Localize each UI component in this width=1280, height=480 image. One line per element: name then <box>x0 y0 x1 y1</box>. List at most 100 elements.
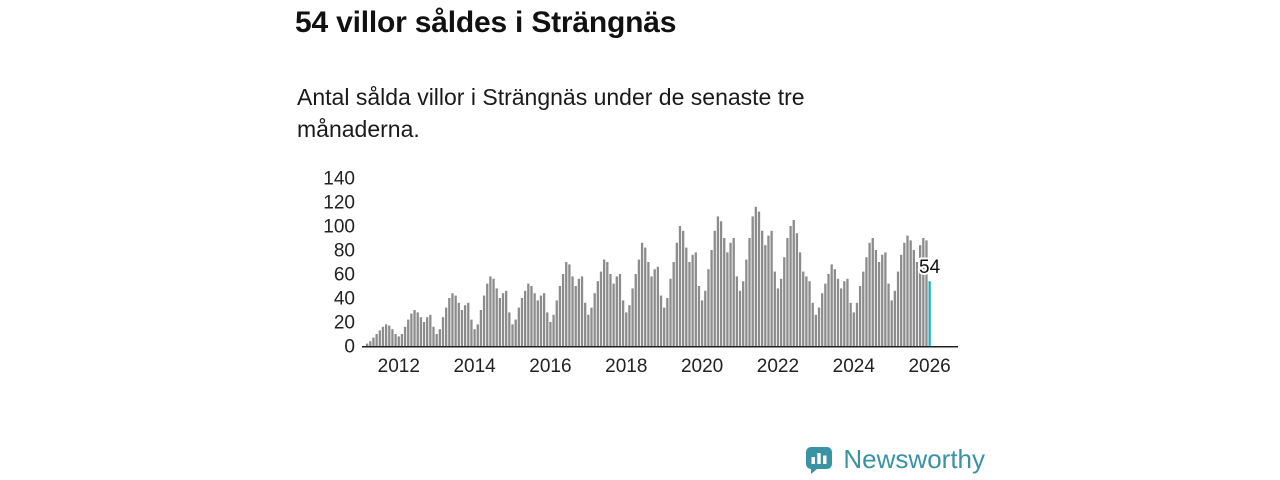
bar <box>520 298 524 346</box>
logo-bar-1 <box>811 456 816 464</box>
bar <box>909 240 912 346</box>
bar <box>798 252 802 346</box>
bar <box>656 266 660 346</box>
bar <box>482 295 486 346</box>
bar <box>840 288 843 346</box>
bar <box>865 257 868 346</box>
bar <box>524 290 527 346</box>
bar <box>621 300 625 346</box>
bar <box>552 314 555 346</box>
bar <box>463 305 467 346</box>
bar <box>748 238 751 346</box>
bar-chart: 0 20 40 60 80 100 120 140 2012 2014 2016 2018 2020 20… <box>300 164 980 394</box>
bar <box>669 278 672 346</box>
bar <box>388 325 391 346</box>
bar <box>786 238 789 346</box>
bar <box>843 281 846 346</box>
bar <box>590 307 593 346</box>
bar <box>811 302 814 346</box>
bar <box>501 293 505 346</box>
bar <box>773 271 776 346</box>
bar <box>824 283 827 346</box>
chart-title: 54 villor såldes i Strängnäs <box>295 6 677 39</box>
y-tick-label: 80 <box>334 241 355 262</box>
bar <box>413 310 416 346</box>
bar <box>375 334 378 346</box>
logo-bar-2 <box>817 452 822 464</box>
bar <box>789 226 792 346</box>
bar <box>498 298 502 346</box>
highlight-value-label: 54 <box>919 257 941 278</box>
bar <box>407 319 410 346</box>
bar <box>400 334 404 346</box>
bar <box>419 317 423 346</box>
bar <box>887 283 890 346</box>
bar <box>438 329 441 346</box>
bar <box>685 247 688 346</box>
bar <box>634 274 637 346</box>
bar <box>596 281 599 346</box>
bar <box>710 250 713 346</box>
bar <box>650 276 653 346</box>
newsworthy-logo-text: Newsworthy <box>843 444 985 474</box>
bar <box>884 252 887 346</box>
bar <box>919 245 922 346</box>
bar <box>391 329 394 346</box>
bar <box>454 295 457 346</box>
bar <box>735 276 739 346</box>
bar <box>416 312 419 346</box>
bar <box>561 274 565 346</box>
newsworthy-branding: Newsworthy <box>804 444 985 475</box>
bar <box>530 286 533 346</box>
bar <box>612 283 615 346</box>
bar <box>745 259 748 346</box>
bar <box>868 242 871 346</box>
bar <box>751 216 754 346</box>
bar <box>729 242 732 346</box>
bar <box>915 262 919 346</box>
bar <box>508 312 511 346</box>
bar <box>757 211 761 346</box>
bar <box>846 278 849 346</box>
bar <box>606 262 609 346</box>
bar <box>814 314 818 346</box>
bar <box>713 230 716 346</box>
y-tick-label: 60 <box>334 265 355 286</box>
bar <box>625 312 628 346</box>
bar <box>742 281 745 346</box>
bar <box>492 278 495 346</box>
bar <box>688 262 691 346</box>
bar <box>574 286 577 346</box>
bar-chart-svg: 0 20 40 60 80 100 120 140 2012 2014 2016 2018 2020 20… <box>323 169 958 377</box>
bar <box>618 274 622 346</box>
bar <box>925 240 928 346</box>
y-tick-label: 120 <box>323 193 355 214</box>
y-tick-label: 20 <box>334 313 355 334</box>
bar <box>833 269 836 346</box>
bar <box>855 302 859 346</box>
bar <box>767 235 770 346</box>
bar <box>653 269 656 346</box>
bar <box>881 254 884 346</box>
bar <box>893 290 897 346</box>
bar <box>527 283 530 346</box>
bar <box>432 326 435 346</box>
bar <box>723 238 726 346</box>
bar <box>555 300 558 346</box>
bar <box>903 242 906 346</box>
newsworthy-logo-icon <box>806 446 833 474</box>
bar <box>659 295 663 346</box>
bar <box>495 288 498 346</box>
bar <box>603 259 606 346</box>
bar <box>726 252 729 346</box>
bar <box>647 262 650 346</box>
bar <box>808 281 811 346</box>
bar <box>640 242 644 346</box>
chart-subtitle: Antal sålda villor i Strängnäs under de … <box>297 84 805 142</box>
bar <box>445 307 448 346</box>
bar <box>479 310 483 346</box>
bar <box>378 330 381 346</box>
x-tick-label: 2014 <box>453 356 496 377</box>
bar <box>467 302 470 346</box>
bar <box>489 276 492 346</box>
